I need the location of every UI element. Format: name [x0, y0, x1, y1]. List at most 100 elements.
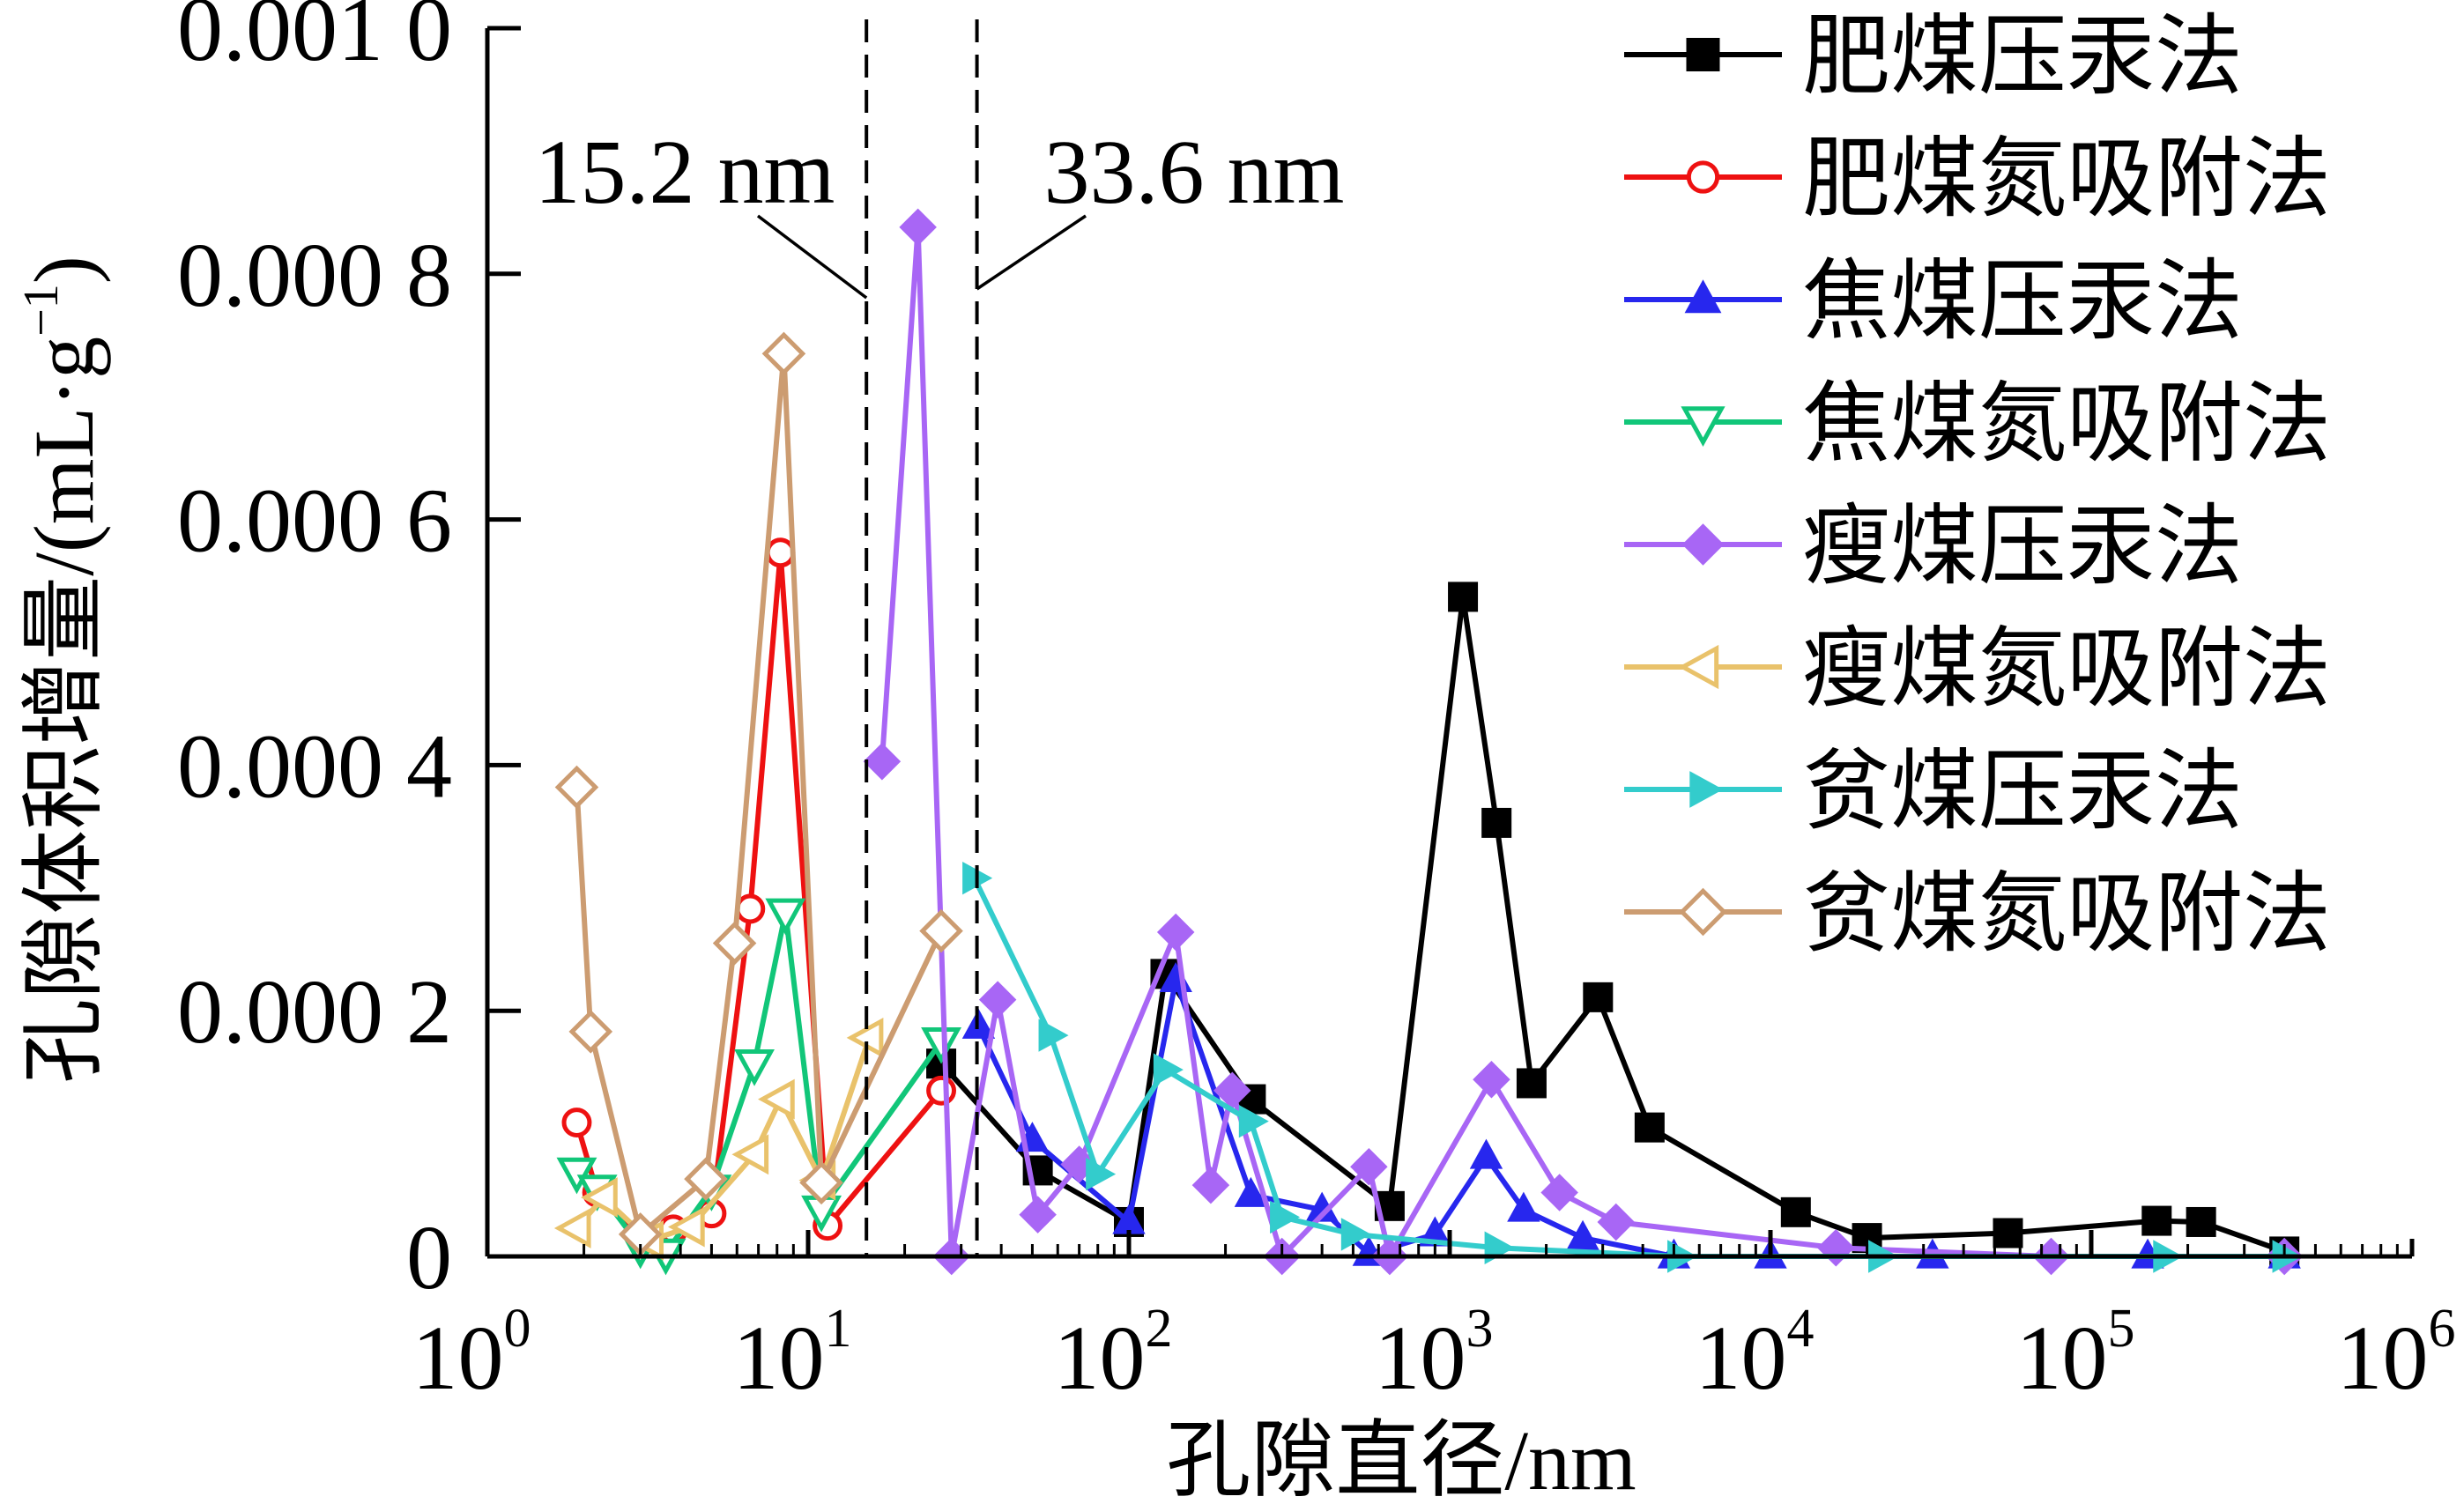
legend: 肥煤压汞法肥煤氮吸附法焦煤压汞法焦煤氮吸附法瘦煤压汞法瘦煤氮吸附法贫煤压汞法贫煤… — [1624, 8, 2331, 963]
data-point — [1191, 1166, 1230, 1204]
y-tick-label: 0.000 2 — [177, 961, 452, 1063]
legend-marker — [1689, 771, 1724, 808]
data-point — [712, 921, 757, 966]
data-point — [1469, 1138, 1503, 1169]
data-point — [1340, 1218, 1371, 1251]
x-tick-label: 103 — [1375, 1299, 1494, 1409]
legend-label: 肥煤压汞法 — [1802, 8, 2243, 106]
data-point — [758, 1078, 795, 1120]
x-tick-exponent: 0 — [504, 1299, 531, 1359]
legend-item-3: 焦煤压汞法 — [1624, 253, 2243, 351]
data-point — [1448, 582, 1479, 612]
data-point — [765, 537, 796, 568]
x-tick-base: 10 — [733, 1308, 825, 1409]
y-tick-label: 0 — [406, 1207, 452, 1308]
data-point — [1234, 1176, 1268, 1207]
x-tick-base: 10 — [1054, 1308, 1146, 1409]
data-point — [1817, 1228, 1855, 1267]
data-point — [1473, 1061, 1510, 1099]
y-axis-label-close: ) — [17, 256, 111, 284]
data-point — [919, 908, 963, 953]
data-point — [684, 1157, 728, 1201]
legend-item-7: 贫煤压汞法 — [1624, 743, 2243, 841]
data-point — [1516, 1068, 1547, 1099]
x-tick-base: 10 — [2016, 1308, 2108, 1409]
x-tick-label: 106 — [2337, 1299, 2456, 1409]
legend-item-8: 贫煤氮吸附法 — [1624, 865, 2331, 963]
data-point — [926, 1075, 957, 1106]
y-axis-label: 孔隙体积增量/(mL·g−1) — [14, 256, 111, 1083]
y-tick-label: 0.000 8 — [177, 225, 452, 326]
data-point — [1566, 1219, 1599, 1250]
x-tick-exponent: 5 — [2108, 1299, 2135, 1359]
y-axis-label-sup: −1 — [14, 284, 69, 337]
data-point — [735, 893, 766, 924]
x-tick-exponent: 3 — [1466, 1299, 1494, 1359]
data-point — [731, 1134, 769, 1175]
y-tick-label: 0.000 4 — [177, 715, 452, 817]
x-axis-label: 孔隙直径/nm — [1166, 1413, 1636, 1504]
data-point — [978, 981, 1017, 1019]
y-tick-label: 0.000 6 — [177, 470, 452, 572]
data-point — [2186, 1206, 2216, 1237]
x-tick-label: 100 — [412, 1299, 531, 1409]
legend-label: 肥煤氮吸附法 — [1802, 130, 2331, 228]
data-point — [1038, 1019, 1069, 1052]
x-tick-base: 10 — [1375, 1308, 1466, 1409]
legend-marker — [1678, 644, 1719, 690]
data-point — [1597, 1203, 1635, 1241]
data-point — [1112, 1204, 1146, 1234]
series-line — [879, 224, 2285, 1259]
data-point — [1481, 807, 1512, 838]
data-point — [1156, 913, 1195, 952]
series-line — [574, 351, 944, 1237]
x-tick-base: 10 — [412, 1308, 504, 1409]
x-tick-exponent: 2 — [1146, 1299, 1173, 1359]
x-tick-label: 105 — [2016, 1299, 2135, 1409]
data-point — [863, 742, 902, 781]
data-point — [1019, 1196, 1057, 1234]
legend-marker — [1686, 160, 1720, 194]
annotation-label-2: 33.6 nm — [1044, 122, 1345, 223]
data-point — [921, 1026, 961, 1064]
data-point — [1634, 1112, 1665, 1143]
data-point — [2141, 1205, 2172, 1236]
legend-marker — [1679, 887, 1727, 937]
legend-marker — [1681, 523, 1725, 566]
legend-label: 贫煤压汞法 — [1802, 743, 2243, 841]
data-point — [799, 1160, 843, 1205]
legend-label: 焦煤氮吸附法 — [1802, 375, 2331, 473]
data-point — [1213, 1071, 1251, 1110]
axes: 15.2 nm 33.6 nm 0 0.000 2 0.000 4 0.000 6 0.00… — [177, 0, 2456, 1409]
legend-marker — [1681, 406, 1726, 447]
data-point — [1583, 982, 1614, 1012]
x-tick-label: 104 — [1696, 1299, 1815, 1409]
x-tick-exponent: 4 — [1787, 1299, 1815, 1359]
data-point — [1993, 1218, 2023, 1248]
x-tick-base: 10 — [2337, 1308, 2429, 1409]
data-point — [561, 1108, 592, 1138]
legend-label: 瘦煤压汞法 — [1802, 498, 2243, 596]
data-point — [761, 331, 806, 376]
data-point — [734, 1049, 775, 1086]
data-point — [1270, 1200, 1301, 1234]
data-point — [581, 1177, 618, 1219]
data-point — [1350, 1147, 1388, 1186]
data-point — [556, 1157, 597, 1195]
y-tick-label: 0.001 0 — [177, 0, 452, 80]
plot-series-group — [553, 208, 2304, 1276]
y-axis-label-main: 孔隙体积增量/(mL·g — [17, 337, 111, 1084]
data-point — [554, 765, 599, 810]
data-point — [568, 1010, 613, 1054]
data-point — [1238, 1104, 1269, 1138]
legend-label: 瘦煤氮吸附法 — [1802, 620, 2331, 718]
legend-item-4: 焦煤氮吸附法 — [1624, 375, 2331, 473]
data-point — [553, 1208, 591, 1248]
annotation-label-1: 15.2 nm — [535, 122, 835, 223]
data-point — [1484, 1231, 1515, 1264]
data-point — [667, 1206, 705, 1248]
series-8 — [554, 331, 963, 1256]
x-tick-base: 10 — [1696, 1308, 1787, 1409]
legend-item-5: 瘦煤压汞法 — [1624, 498, 2243, 596]
